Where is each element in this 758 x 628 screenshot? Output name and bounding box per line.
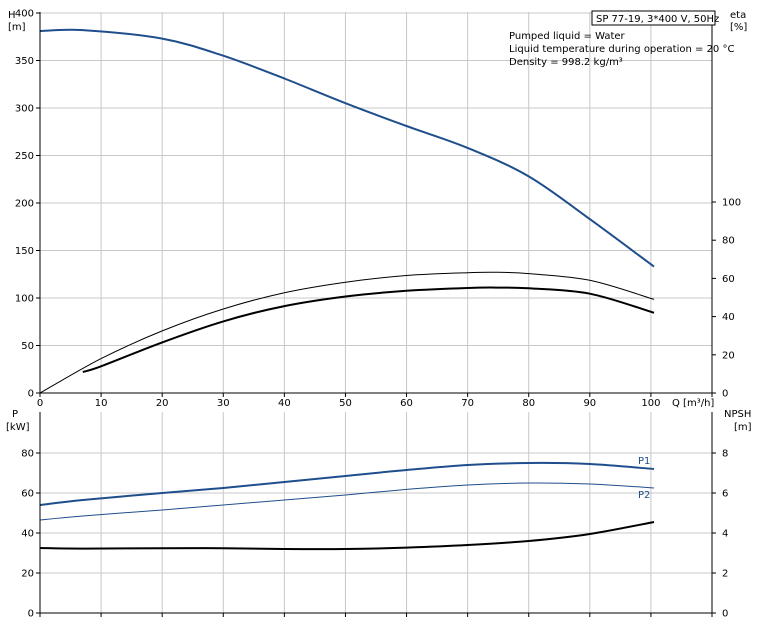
left-tick-label: 100 <box>15 293 34 304</box>
left-tick-label: 400 <box>15 8 34 19</box>
series-curve-0-1 <box>39 271 655 394</box>
grid-lines <box>40 12 713 613</box>
info-line-density: Density = 998.2 kg/m³ <box>509 57 623 68</box>
series-curve-0-2 <box>82 286 655 373</box>
series-label-p2: P2 <box>638 490 650 501</box>
q-axis-label: Q [m³/h] <box>672 398 714 409</box>
series-curve-0-0 <box>39 28 655 268</box>
x-tick-label: 50 <box>339 398 352 409</box>
right-tick-label: 20 <box>722 350 735 361</box>
info-line-temperature: Liquid temperature during operation = 20… <box>509 44 734 55</box>
right-tick-label: 4 <box>722 529 728 540</box>
right-tick-label: 6 <box>722 489 728 500</box>
x-tick-label: 0 <box>37 398 43 409</box>
info-line-liquid: Pumped liquid = Water <box>509 31 626 42</box>
h-axis-label: H <box>8 10 16 21</box>
left-tick-label: 250 <box>15 151 34 162</box>
p-axis-unit: [kW] <box>6 422 30 433</box>
series-curve-1-0 <box>39 461 655 506</box>
right-tick-label: 100 <box>722 198 741 209</box>
h-axis-unit: [m] <box>8 22 26 33</box>
left-tick-label: 60 <box>21 489 34 500</box>
left-tick-label: 350 <box>15 56 34 67</box>
right-tick-label: 40 <box>722 312 735 323</box>
p-axis-label: P <box>12 409 18 420</box>
series-curve-1-2 <box>39 521 655 551</box>
x-tick-label: 40 <box>278 398 291 409</box>
series-curves <box>39 28 655 551</box>
eta-axis-label: eta <box>730 10 746 21</box>
npsh-axis-unit: [m] <box>734 422 752 433</box>
left-tick-label: 0 <box>28 609 34 620</box>
x-tick-label: 30 <box>217 398 230 409</box>
pump-label: SP 77-19, 3*400 V, 50Hz <box>596 14 719 25</box>
right-tick-label: 2 <box>722 569 728 580</box>
npsh-axis-label: NPSH <box>724 409 751 420</box>
left-tick-label: 0 <box>28 389 34 400</box>
x-tick-label: 10 <box>95 398 108 409</box>
left-tick-label: 200 <box>15 198 34 209</box>
right-tick-label: 8 <box>722 449 728 460</box>
right-tick-label: 0 <box>722 389 728 400</box>
x-tick-label: 90 <box>583 398 596 409</box>
x-tick-label: 100 <box>641 398 660 409</box>
eta-axis-unit: [%] <box>730 22 747 33</box>
x-tick-label: 80 <box>522 398 535 409</box>
left-tick-label: 150 <box>15 246 34 257</box>
right-tick-label: 60 <box>722 274 735 285</box>
left-tick-label: 40 <box>21 529 34 540</box>
x-tick-label: 60 <box>400 398 413 409</box>
left-tick-label: 80 <box>21 449 34 460</box>
x-tick-label: 70 <box>461 398 474 409</box>
left-tick-label: 300 <box>15 103 34 114</box>
left-tick-label: 20 <box>21 569 34 580</box>
series-label-p1: P1 <box>638 456 650 467</box>
series-curve-1-1 <box>39 482 655 521</box>
right-tick-label: 0 <box>722 609 728 620</box>
pump-label-box <box>591 10 716 26</box>
x-tick-label: 20 <box>156 398 169 409</box>
right-tick-label: 80 <box>722 236 735 247</box>
left-tick-label: 50 <box>21 341 34 352</box>
